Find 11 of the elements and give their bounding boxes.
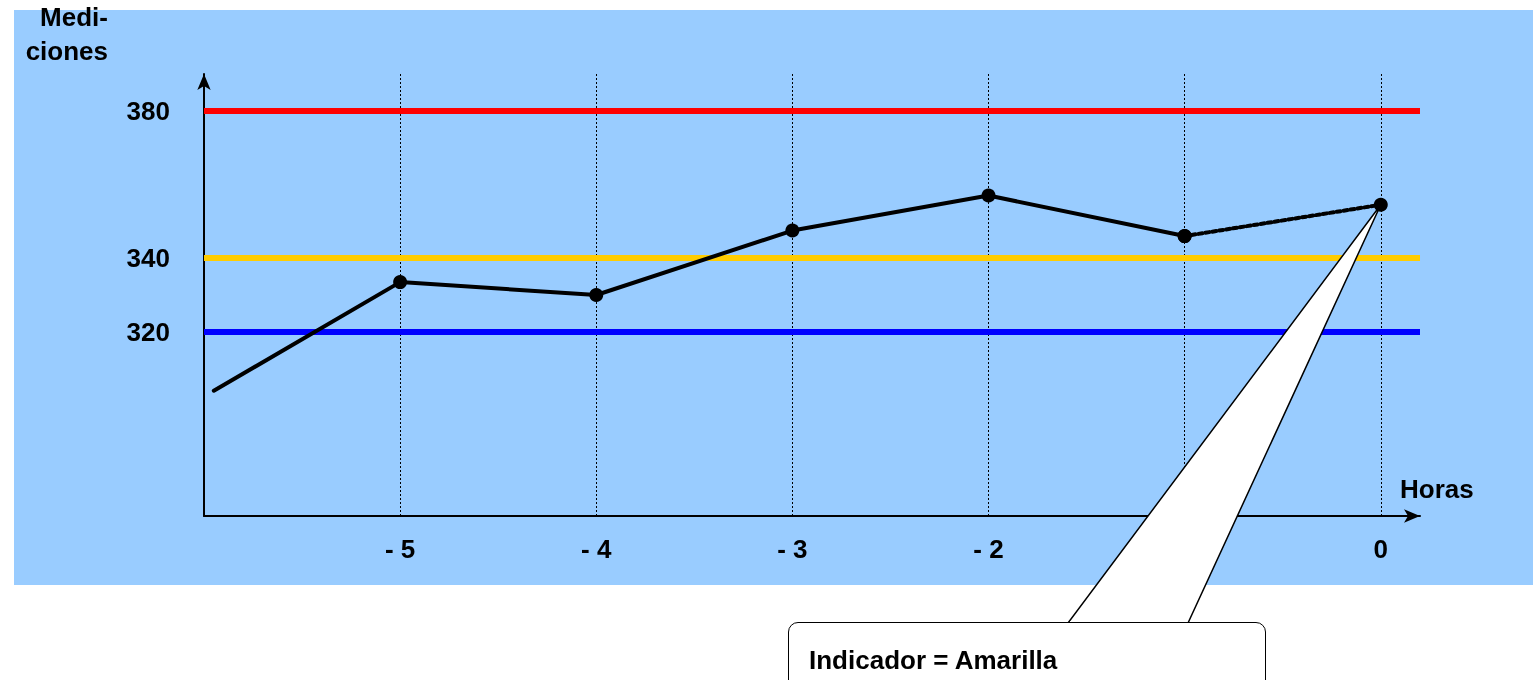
x-tick-label: 0 bbox=[1373, 534, 1389, 564]
x-tick-label: - 3 bbox=[777, 534, 808, 564]
y-axis-title: Medi- ciones bbox=[25, 2, 108, 66]
x-tick-label: - 4 bbox=[581, 534, 612, 564]
x-axis-title: Horas bbox=[1400, 474, 1474, 504]
x-tick-label: - 5 bbox=[384, 534, 416, 564]
callout-box: Indicador = Amarilla bbox=[788, 622, 1266, 680]
y-tick-label: 340 bbox=[126, 243, 170, 274]
y-tick-label: 320 bbox=[126, 316, 170, 347]
x-tick-label: - 2 bbox=[973, 534, 1004, 564]
y-tick-label: 380 bbox=[126, 95, 170, 126]
